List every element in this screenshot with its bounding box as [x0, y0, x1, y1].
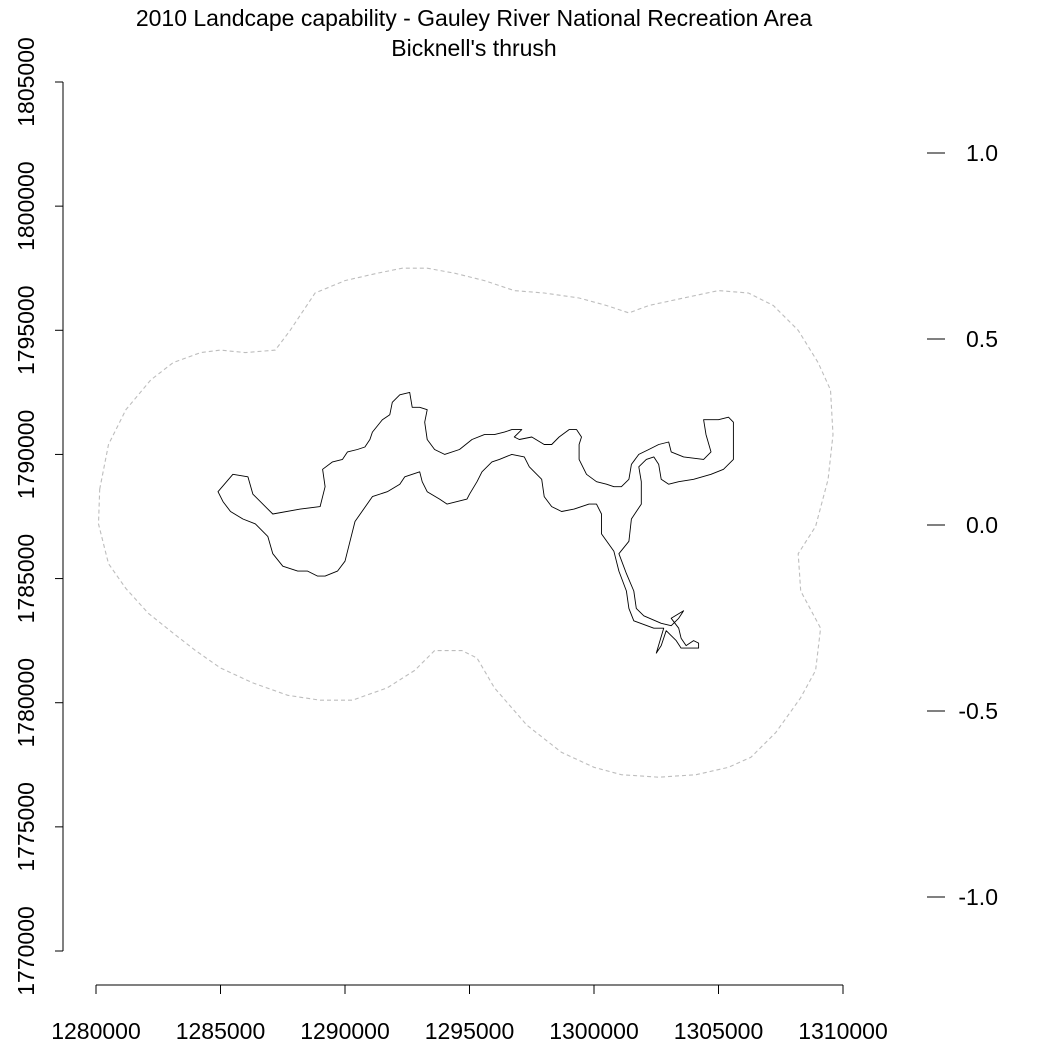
legend-scale-label: -1.0 [958, 884, 998, 910]
recreation-area-boundary [217, 391, 734, 654]
y-tick-label: 1780000 [13, 658, 39, 748]
y-tick-label: 1805000 [13, 37, 39, 127]
x-tick-label: 1280000 [51, 1018, 141, 1044]
legend-scale-label: 1.0 [966, 140, 998, 166]
x-tick-label: 1305000 [674, 1018, 764, 1044]
y-tick-label: 1795000 [13, 286, 39, 376]
y-tick-label: 1790000 [13, 410, 39, 500]
legend-scale: 1.0 0.5 0.0 -0.5 -1.0 [927, 140, 998, 910]
y-tick-label: 1800000 [13, 161, 39, 251]
x-tick-label: 1300000 [549, 1018, 639, 1044]
buffer-outline [97, 267, 834, 778]
legend-scale-label: 0.5 [966, 326, 998, 352]
x-tick-label: 1310000 [798, 1018, 888, 1044]
legend-scale-label: 0.0 [966, 512, 998, 538]
y-tick-label: 1770000 [13, 906, 39, 996]
map-title-line2: Bicknell's thrush [391, 35, 556, 61]
x-axis: 1280000 1285000 1290000 1295000 1300000 13050… [51, 984, 888, 1044]
y-tick-label: 1785000 [13, 534, 39, 624]
x-tick-label: 1295000 [425, 1018, 515, 1044]
x-tick-label: 1285000 [176, 1018, 266, 1044]
map-title-line1: 2010 Landcape capability - Gauley River … [136, 5, 813, 31]
legend-scale-label: -0.5 [958, 698, 998, 724]
x-tick-label: 1290000 [300, 1018, 390, 1044]
y-tick-label: 1775000 [13, 782, 39, 872]
y-axis: 1770000 1775000 1780000 1785000 1790000 17950… [13, 37, 64, 996]
